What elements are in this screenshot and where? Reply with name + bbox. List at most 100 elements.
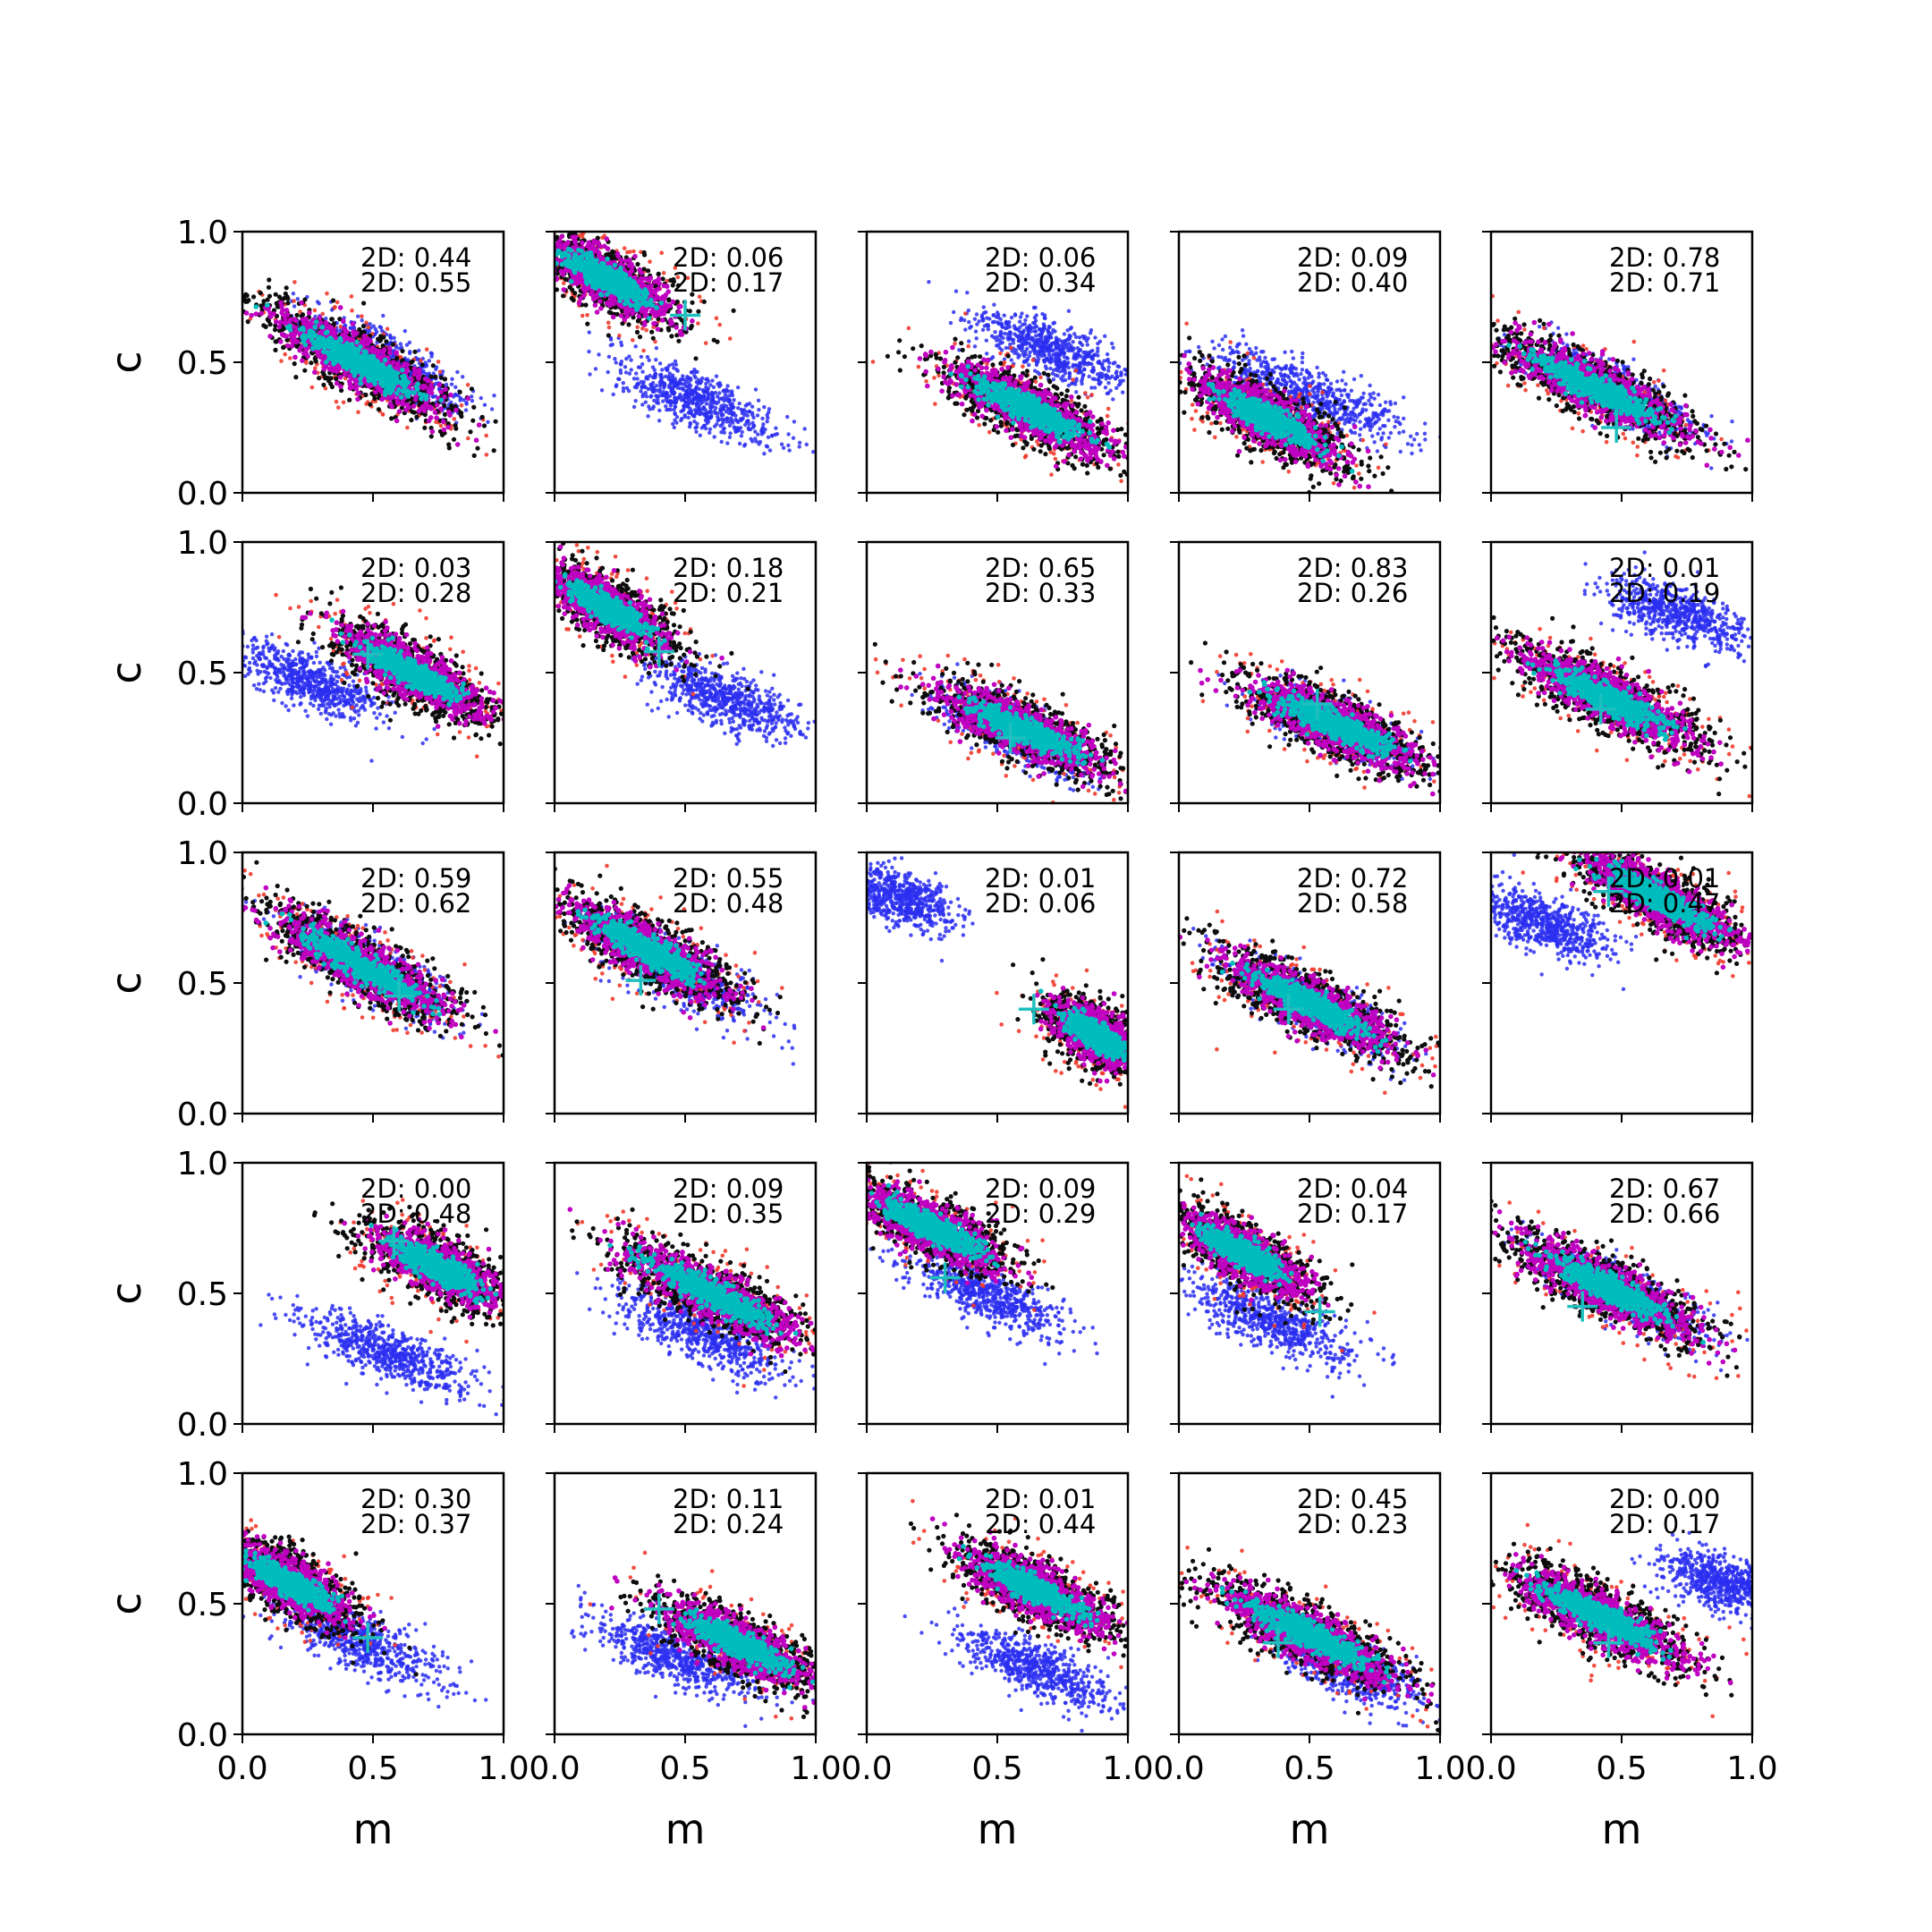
alt-cloud-point	[614, 385, 618, 388]
alt-cloud-point	[712, 386, 716, 389]
core-cloud-point	[394, 391, 400, 396]
mid-cloud-point	[508, 209, 513, 214]
alt-cloud-point	[736, 420, 740, 424]
inner-cloud-point	[282, 321, 287, 326]
mid-cloud-point	[443, 412, 447, 417]
mid-cloud-point	[384, 339, 388, 343]
alt-cloud-point	[803, 427, 807, 430]
inner-cloud-point	[437, 382, 443, 387]
inner-cloud-point	[281, 333, 286, 338]
mid-cloud-point	[372, 396, 377, 401]
alt-cloud-point	[738, 442, 741, 445]
inner-cloud-point	[438, 406, 444, 411]
mid-cloud-point	[471, 405, 476, 410]
mid-cloud-point	[548, 214, 553, 218]
mid-cloud-point	[524, 291, 529, 295]
mid-cloud-point	[540, 263, 545, 267]
mid-cloud-point	[547, 243, 552, 248]
alt-cloud-point	[633, 386, 637, 389]
mid-cloud-point	[693, 356, 698, 360]
alt-cloud-point	[691, 402, 694, 405]
outer-cloud-point	[193, 268, 198, 273]
core-cloud-point	[402, 374, 407, 379]
alt-cloud-point	[658, 390, 662, 394]
inner-cloud-point	[293, 318, 299, 324]
outer-cloud-point	[208, 288, 212, 292]
alt-cloud-point	[750, 421, 754, 425]
alt-cloud-point	[634, 399, 638, 402]
core-cloud-point	[301, 327, 307, 333]
alt-cloud-point	[693, 390, 697, 394]
mid-cloud-point	[610, 254, 614, 258]
mid-cloud-point	[285, 294, 290, 299]
alt-cloud-point	[378, 325, 382, 328]
alt-cloud-point	[657, 419, 661, 422]
alt-cloud-point	[756, 413, 759, 417]
core-cloud-point	[324, 360, 329, 365]
core-cloud-point	[392, 379, 397, 385]
alt-cloud-point	[668, 371, 672, 375]
alt-cloud-point	[792, 419, 796, 423]
outer-cloud-point	[460, 403, 464, 408]
core-cloud-point	[311, 331, 317, 336]
alt-cloud-point	[750, 405, 754, 409]
inner-cloud-point	[295, 339, 301, 344]
mid-cloud-point	[547, 225, 551, 229]
outer-cloud-point	[547, 250, 551, 254]
core-cloud-point	[358, 344, 363, 350]
core-cloud-point	[332, 346, 337, 352]
alt-cloud-point	[606, 370, 610, 374]
alt-cloud-point	[639, 380, 642, 384]
inner-cloud-point	[350, 385, 355, 390]
alt-cloud-point	[659, 373, 663, 377]
inner-cloud-point	[274, 319, 279, 325]
core-cloud-point	[344, 367, 350, 372]
alt-cloud-point	[725, 419, 729, 423]
core-cloud-point	[320, 325, 326, 330]
alt-cloud-point	[464, 408, 468, 411]
mid-cloud-point	[548, 240, 553, 244]
alt-cloud-point	[663, 384, 666, 387]
core-cloud-point	[421, 393, 427, 398]
mid-cloud-point	[547, 252, 552, 257]
mid-cloud-point	[368, 402, 372, 407]
mid-cloud-point	[292, 361, 297, 366]
core-cloud-point	[320, 342, 326, 347]
inner-cloud-point	[433, 410, 438, 415]
outer-cloud-point	[356, 411, 360, 415]
mid-cloud-point	[542, 242, 547, 247]
outer-cloud-point	[419, 359, 423, 363]
mid-cloud-point	[626, 322, 631, 326]
mid-cloud-point	[546, 288, 550, 292]
inner-cloud-point	[300, 358, 305, 363]
alt-cloud-point	[458, 398, 462, 402]
inner-cloud-point	[373, 390, 378, 395]
alt-cloud-point	[667, 376, 671, 379]
inner-cloud-point	[299, 301, 304, 306]
alt-cloud-point	[679, 386, 682, 390]
outer-cloud-point	[485, 453, 489, 457]
mid-cloud-point	[377, 407, 381, 411]
outer-cloud-point	[292, 299, 296, 303]
alt-cloud-point	[669, 403, 673, 407]
core-cloud-point	[400, 389, 405, 394]
core-cloud-point	[342, 357, 347, 362]
alt-cloud-point	[674, 405, 677, 409]
alt-cloud-point	[693, 408, 697, 411]
mid-cloud-point	[540, 261, 545, 266]
inner-cloud-point	[477, 422, 482, 428]
mid-cloud-point	[422, 426, 427, 430]
mid-cloud-point	[363, 393, 368, 397]
mid-cloud-point	[651, 336, 656, 341]
core-cloud-point	[399, 394, 404, 400]
core-cloud-point	[349, 362, 354, 368]
core-cloud-point	[360, 360, 366, 366]
outer-cloud-point	[386, 326, 390, 331]
mid-cloud-point	[458, 411, 462, 416]
alt-cloud-point	[805, 443, 809, 446]
alt-cloud-point	[470, 399, 474, 402]
inner-cloud-point	[367, 338, 372, 343]
alt-cloud-point	[718, 381, 722, 385]
alt-cloud-point	[292, 304, 296, 308]
mid-cloud-point	[518, 224, 522, 228]
